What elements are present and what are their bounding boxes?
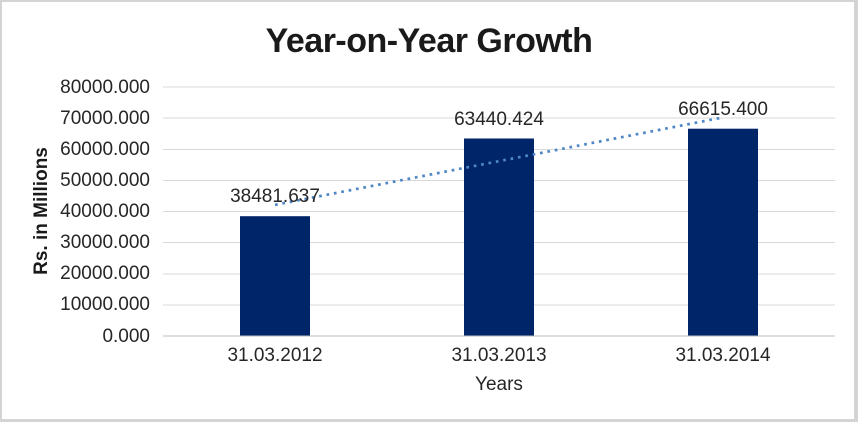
y-tick-label: 80000.000: [60, 77, 150, 98]
data-label: 66615.400: [678, 99, 768, 120]
y-tick-label: 60000.000: [60, 139, 150, 160]
data-label: 63440.424: [454, 109, 544, 130]
x-tick-label: 31.03.2012: [227, 345, 323, 366]
x-tick-label: 31.03.2014: [675, 345, 771, 366]
y-tick-label: 50000.000: [60, 170, 150, 191]
bar: [464, 138, 534, 336]
trendline: [274, 116, 724, 207]
y-tick-label: 0.000: [102, 326, 150, 347]
y-tick-label: 30000.000: [60, 232, 150, 253]
y-tick-label: 70000.000: [60, 108, 150, 129]
bar: [688, 128, 758, 336]
data-label: 38481.637: [230, 186, 320, 207]
x-tick-label: 31.03.2013: [451, 345, 547, 366]
y-tick-label: 40000.000: [60, 201, 150, 222]
bar: [240, 216, 310, 336]
x-axis-title: Years: [475, 374, 523, 395]
y-tick-label: 20000.000: [60, 263, 150, 284]
chart-title: Year-on-Year Growth: [265, 22, 593, 60]
y-tick-label: 10000.000: [60, 294, 150, 315]
